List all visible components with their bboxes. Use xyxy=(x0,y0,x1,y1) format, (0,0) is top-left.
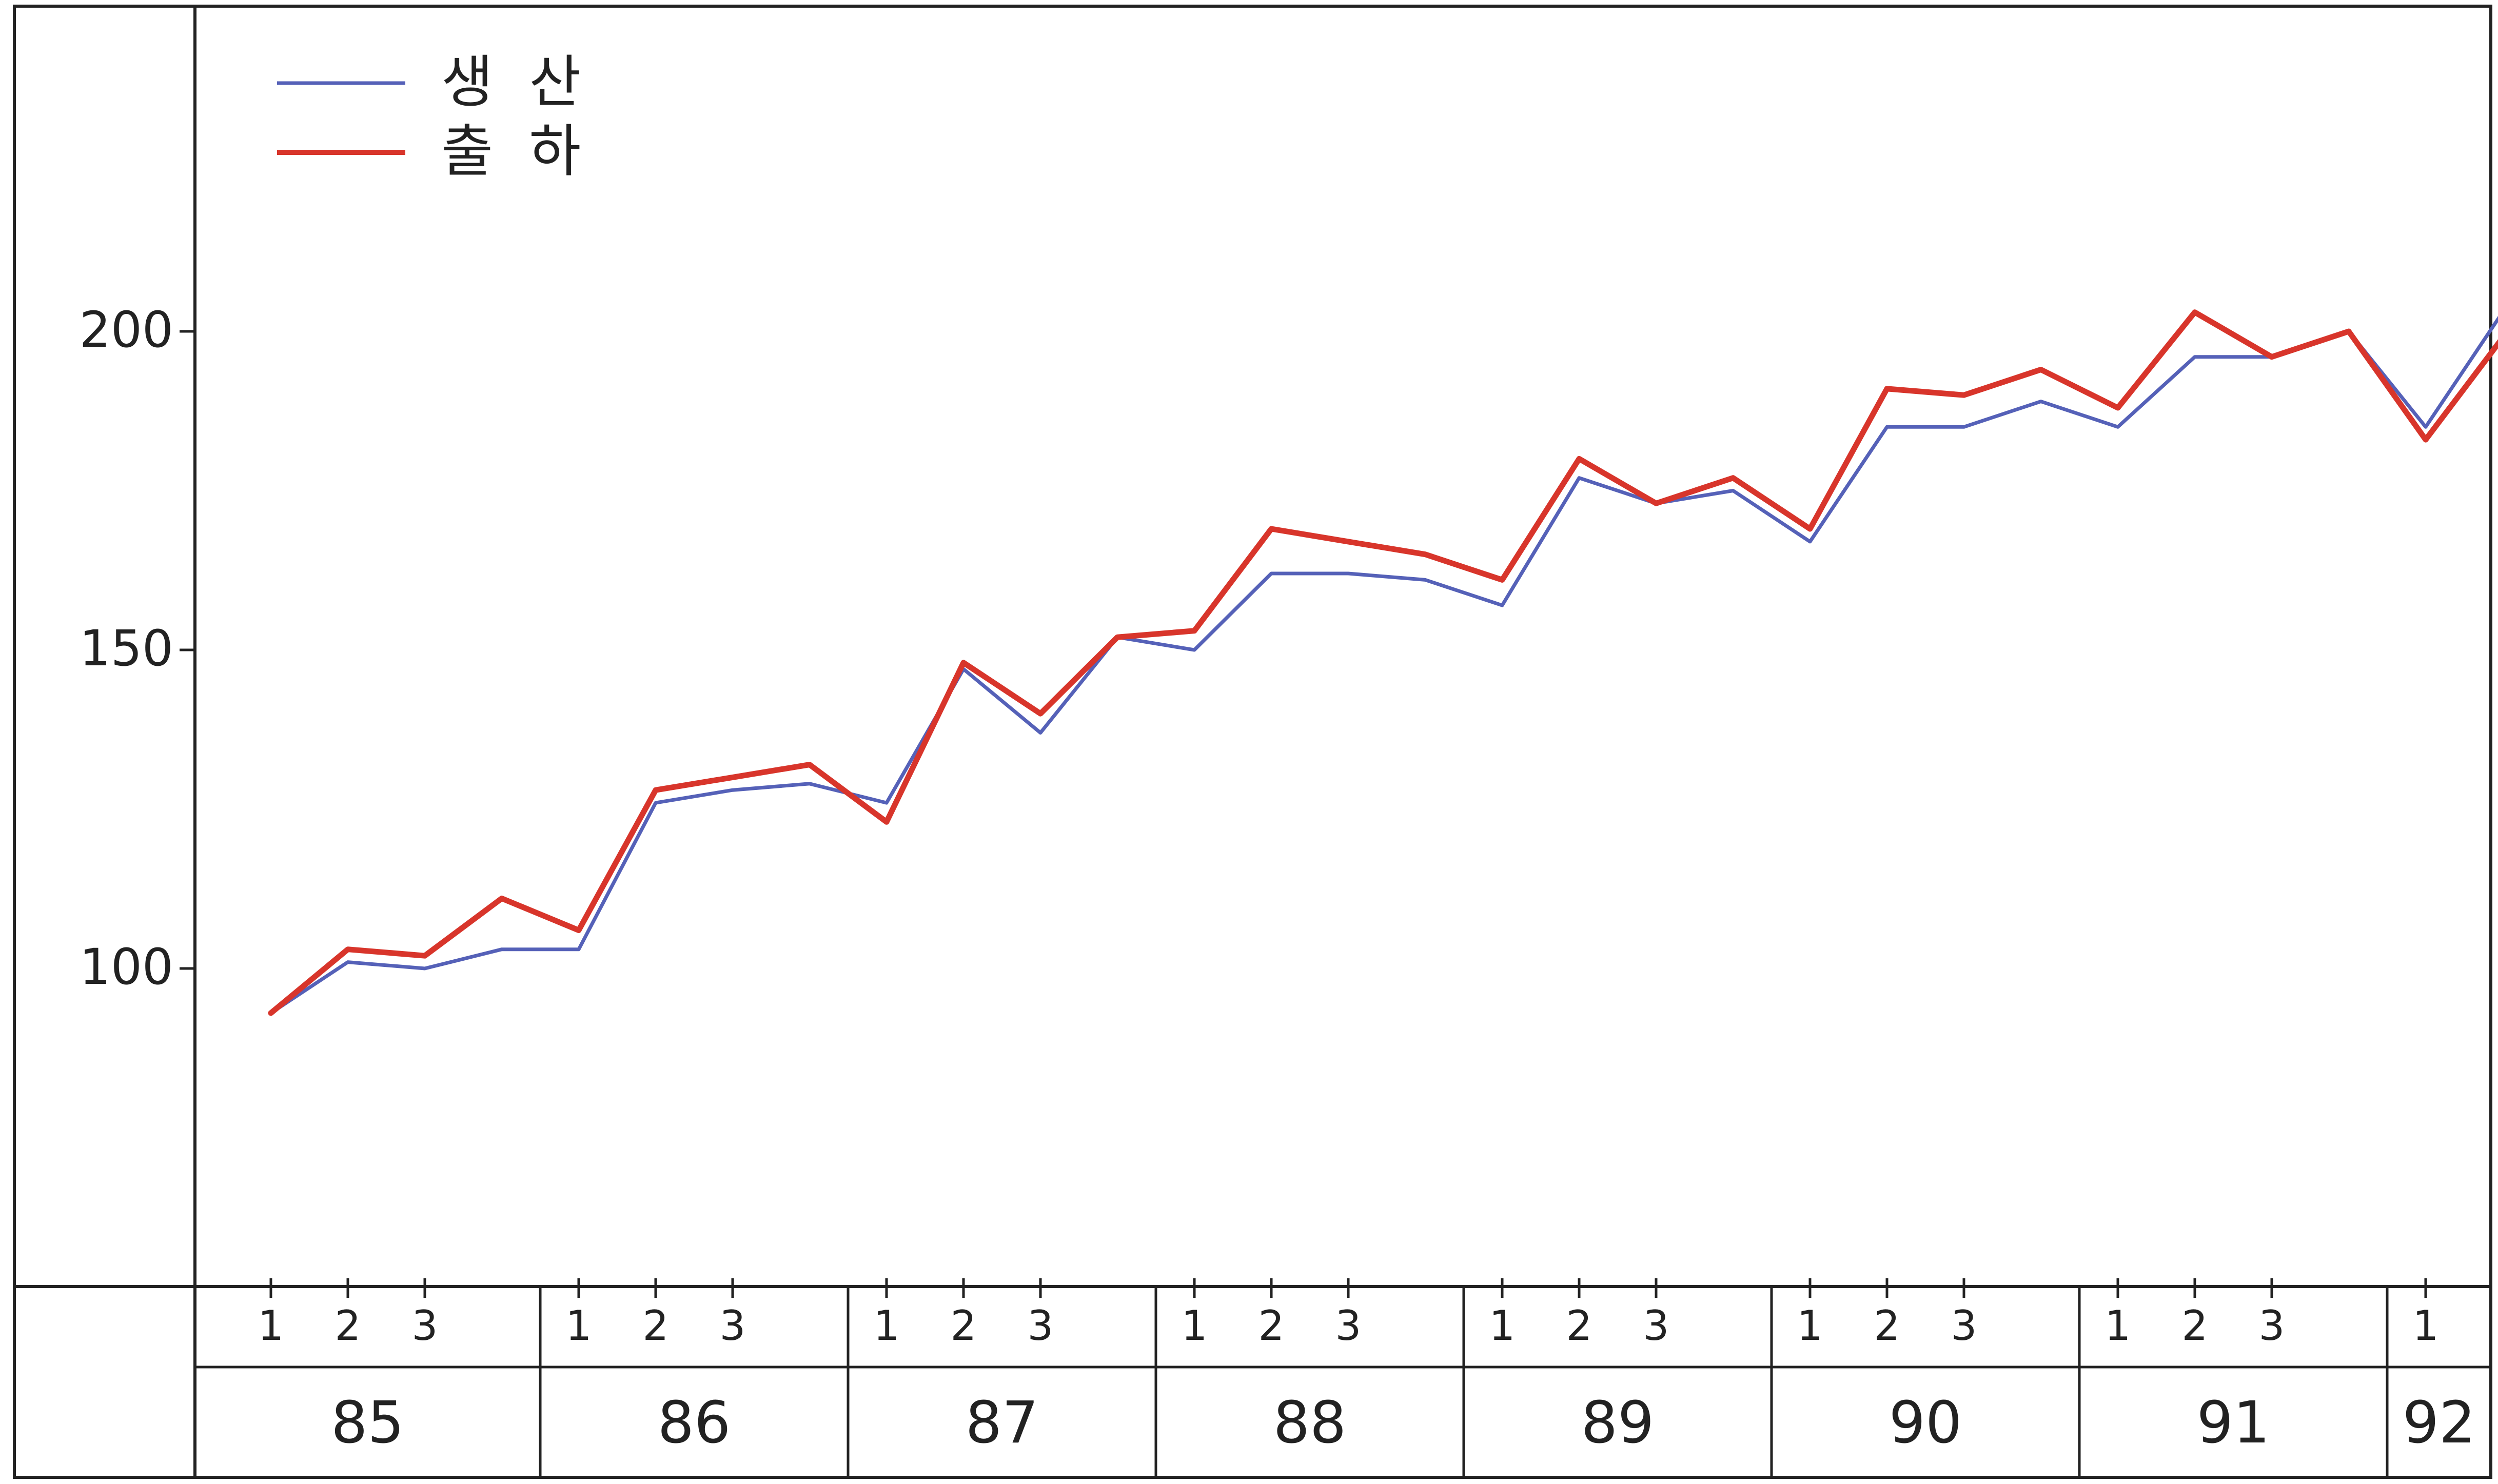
year-label: 86 xyxy=(658,1390,731,1456)
quarter-label: 1 xyxy=(566,1302,592,1350)
quarter-label: 3 xyxy=(1028,1302,1054,1350)
quarter-label: 1 xyxy=(258,1302,284,1350)
quarter-label: 3 xyxy=(1951,1302,1977,1350)
quarter-label: 2 xyxy=(1258,1302,1285,1350)
quarter-label: 1 xyxy=(2413,1302,2439,1350)
legend-label: 생 산 xyxy=(441,49,581,115)
quarter-label: 2 xyxy=(2182,1302,2208,1350)
quarter-label: 1 xyxy=(874,1302,900,1350)
y-tick-label: 200 xyxy=(80,301,173,359)
quarter-label: 3 xyxy=(1643,1302,1669,1350)
legend-label: 출 하 xyxy=(441,118,581,184)
quarter-label: 2 xyxy=(1566,1302,1592,1350)
quarter-label: 1 xyxy=(1797,1302,1823,1350)
year-label: 92 xyxy=(2403,1390,2476,1456)
quarter-label: 2 xyxy=(335,1302,361,1350)
year-label: 88 xyxy=(1273,1390,1347,1456)
chart-frame xyxy=(13,5,2492,1479)
year-label: 91 xyxy=(2197,1390,2270,1456)
quarter-label: 1 xyxy=(1182,1302,1208,1350)
quarter-label: 2 xyxy=(643,1302,669,1350)
outer-border xyxy=(13,5,2492,1479)
y-axis: 100 150 200 xyxy=(80,301,195,996)
y-tick-label: 100 xyxy=(80,938,173,996)
series-line-shipment xyxy=(268,309,2498,1016)
quarter-label: 3 xyxy=(1335,1302,1362,1350)
year-label: 89 xyxy=(1581,1390,1655,1456)
series-line-production xyxy=(269,315,2498,1015)
quarter-label: 2 xyxy=(1874,1302,1900,1350)
quarter-label: 3 xyxy=(2259,1302,2285,1350)
series-layer xyxy=(268,309,2498,1016)
quarter-label: 2 xyxy=(951,1302,977,1350)
legend: 생 산출 하 xyxy=(277,49,581,184)
year-label: 90 xyxy=(1889,1390,1962,1456)
year-label: 85 xyxy=(331,1390,404,1456)
x-axis-table: 85 86 87 88 89 90 91 92 1 2 3 1 2 3 1 2 3 1 2 3 1 2 3 1 2 3 1 2 3 1 xyxy=(258,1278,2476,1477)
quarter-label: 1 xyxy=(1489,1302,1516,1350)
quarter-label: 1 xyxy=(2105,1302,2131,1350)
year-label: 87 xyxy=(966,1390,1039,1456)
quarter-label: 3 xyxy=(720,1302,746,1350)
quarter-label: 3 xyxy=(412,1302,438,1350)
y-tick-label: 150 xyxy=(80,620,173,677)
